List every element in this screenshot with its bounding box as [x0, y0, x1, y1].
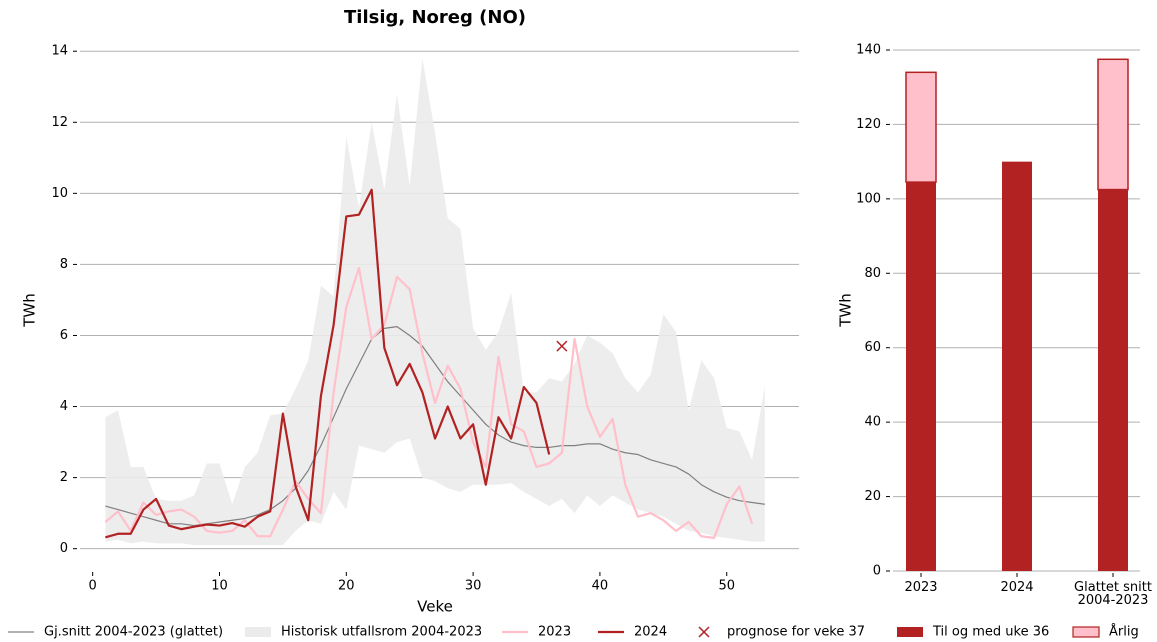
y-tick-label: 12	[51, 115, 68, 130]
x-tick-label: Glattet snitt 2004-2023	[1074, 580, 1152, 608]
x-tick-label: 40	[592, 579, 609, 594]
legend-label: prognose for veke 37	[727, 625, 865, 640]
line	[105, 188, 551, 539]
y-tick-label: 40	[864, 415, 881, 430]
y-tick-label: 6	[60, 328, 68, 343]
bar	[905, 71, 937, 183]
legend-swatch	[1072, 626, 1100, 638]
legend-swatch	[897, 627, 923, 637]
x-tick-label: 0	[89, 579, 97, 594]
y-tick-label: 0	[60, 541, 68, 556]
x-tick-label: 20	[338, 579, 355, 594]
y-tick-label: 80	[864, 266, 881, 281]
legend-label: 2024	[634, 625, 667, 640]
range-band	[105, 58, 765, 546]
y-tick-label: 140	[856, 43, 881, 58]
legend-label: Gj.snitt 2004-2023 (glattet)	[44, 625, 223, 640]
legend-label: Til og med uke 36	[932, 625, 1049, 640]
x-tick-label: 50	[718, 579, 735, 594]
legend-swatch	[245, 627, 271, 637]
bar	[1098, 189, 1128, 571]
y-axis-label: TWh	[21, 293, 39, 328]
line	[104, 266, 754, 540]
legend-label: 2023	[538, 625, 571, 640]
y-tick-label: 100	[856, 191, 881, 206]
legend-label: Historisk utfallsrom 2004-2023	[281, 625, 482, 640]
x-tick-label: 10	[211, 579, 228, 594]
y-tick-label: 0	[873, 564, 881, 579]
marker	[556, 340, 568, 352]
y-tick-label: 8	[60, 257, 68, 272]
y-tick-label: 10	[51, 186, 68, 201]
y-tick-label: 4	[60, 399, 68, 414]
y-tick-label: 20	[864, 489, 881, 504]
chart-title: Tilsig, Noreg (NO)	[344, 7, 526, 28]
y-tick-label: 120	[856, 117, 881, 132]
bar	[906, 182, 936, 571]
legend-swatch	[698, 626, 710, 638]
legend-label: Årlig	[1109, 624, 1139, 640]
y-axis-label: TWh	[837, 293, 855, 328]
line	[105, 325, 765, 527]
x-tick-label: 2023	[904, 580, 937, 595]
y-tick-label: 14	[51, 44, 68, 59]
x-axis-label: Veke	[417, 598, 453, 616]
bar	[1097, 58, 1129, 191]
y-tick-label: 2	[60, 470, 68, 485]
y-tick-label: 60	[864, 340, 881, 355]
x-tick-label: 2024	[1000, 580, 1033, 595]
bar	[1002, 161, 1032, 571]
x-tick-label: 30	[465, 579, 482, 594]
